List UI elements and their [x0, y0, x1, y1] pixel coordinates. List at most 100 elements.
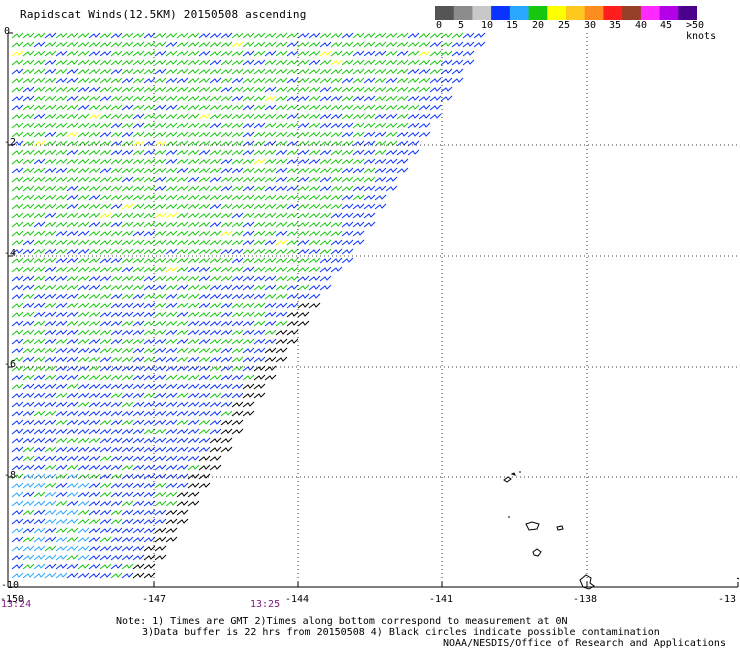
wind-barb: [308, 158, 321, 165]
wind-barb: [44, 32, 57, 39]
wind-barb: [264, 293, 277, 300]
wind-barb: [209, 383, 222, 390]
wind-barb: [209, 203, 222, 210]
wind-barb: [22, 221, 35, 228]
wind-barb: [121, 203, 134, 210]
wind-barb: [297, 293, 310, 300]
wind-barb: [99, 95, 112, 102]
wind-barb: [143, 239, 156, 246]
wind-barb: [132, 419, 145, 426]
wind-barb: [220, 338, 233, 345]
wind-barb: [385, 86, 398, 93]
wind-barb: [143, 50, 156, 57]
wind-barb: [22, 347, 35, 354]
wind-barb: [187, 302, 200, 309]
wind-barb: [187, 176, 200, 183]
wind-barb: [132, 554, 145, 561]
wind-barb: [253, 275, 266, 282]
wind-barb: [154, 464, 167, 471]
wind-barb: [99, 401, 112, 408]
wind-barb: [154, 113, 167, 120]
wind-barb: [253, 95, 266, 102]
wind-barb: [11, 509, 24, 516]
wind-barb: [220, 203, 233, 210]
wind-barb: [55, 401, 68, 408]
wind-barb: [308, 275, 321, 282]
wind-barb: [154, 86, 167, 93]
wind-barb: [187, 311, 200, 318]
wind-barb: [33, 446, 46, 453]
wind-barb: [418, 104, 431, 111]
wind-barb: [165, 464, 178, 471]
wind-barb: [330, 131, 343, 138]
wind-barb: [209, 176, 222, 183]
wind-barb: [66, 347, 79, 354]
wind-barb: [11, 77, 24, 84]
wind-barb: [308, 302, 321, 309]
wind-barb: [418, 77, 431, 84]
wind-barb: [198, 293, 211, 300]
wind-barb: [242, 122, 255, 129]
wind-barb: [143, 149, 156, 156]
wind-barb: [187, 257, 200, 264]
wind-barb: [66, 122, 79, 129]
wind-barb: [44, 95, 57, 102]
wind-barb: [66, 239, 79, 246]
wind-barb: [165, 518, 178, 525]
wind-barb: [110, 482, 123, 489]
wind-barb: [220, 176, 233, 183]
wind-barb: [352, 158, 365, 165]
wind-barb: [176, 455, 189, 462]
wind-barb: [55, 203, 68, 210]
wind-barb: [407, 68, 420, 75]
wind-barb: [264, 185, 277, 192]
wind-barb: [396, 50, 409, 57]
wind-barb: [88, 401, 101, 408]
wind-barb: [66, 338, 79, 345]
wind-barb: [33, 554, 46, 561]
wind-barb: [209, 266, 222, 273]
footnote-line-3: NOAA/NESDIS/Office of Research and Appli…: [443, 638, 726, 649]
wind-barb: [297, 203, 310, 210]
wind-barb: [385, 122, 398, 129]
wind-barb: [330, 149, 343, 156]
wind-barb: [154, 302, 167, 309]
wind-barb: [286, 41, 299, 48]
wind-barb: [33, 266, 46, 273]
wind-barb: [77, 527, 90, 534]
wind-barb: [374, 122, 387, 129]
wind-barb: [209, 230, 222, 237]
wind-barb: [242, 302, 255, 309]
wind-barb: [352, 239, 365, 246]
wind-barb: [110, 104, 123, 111]
wind-barb: [165, 329, 178, 336]
wind-barb: [55, 455, 68, 462]
wind-barb: [44, 41, 57, 48]
wind-barb: [154, 203, 167, 210]
wind-barb: [440, 68, 453, 75]
wind-barb: [187, 221, 200, 228]
wind-barb: [407, 140, 420, 147]
wind-barb: [275, 284, 288, 291]
wind-barb: [77, 212, 90, 219]
wind-barb: [363, 212, 376, 219]
wind-barb: [132, 176, 145, 183]
wind-barb: [198, 167, 211, 174]
wind-barb: [187, 185, 200, 192]
wind-barb: [187, 446, 200, 453]
wind-barb: [253, 113, 266, 120]
wind-barb: [132, 329, 145, 336]
wind-barb: [88, 473, 101, 480]
wind-barb: [308, 104, 321, 111]
wind-barb: [110, 176, 123, 183]
wind-barb: [77, 518, 90, 525]
wind-barb: [99, 365, 112, 372]
wind-barb: [110, 50, 123, 57]
wind-barb: [99, 338, 112, 345]
wind-barb: [110, 410, 123, 417]
wind-barb: [187, 122, 200, 129]
wind-barb: [264, 239, 277, 246]
wind-barb: [110, 248, 123, 255]
wind-barb: [176, 41, 189, 48]
wind-barb: [341, 122, 354, 129]
